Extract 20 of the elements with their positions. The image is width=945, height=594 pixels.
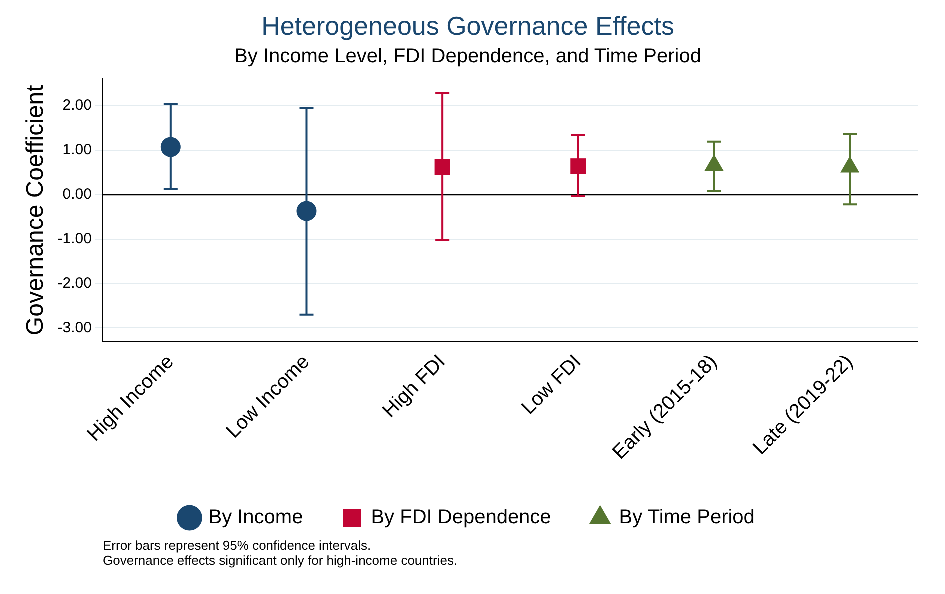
point	[296, 201, 317, 222]
chart-subtitle: By Income Level, FDI Dependence, and Time Period	[234, 46, 702, 68]
legend-label: By Time Period	[619, 506, 755, 529]
point	[434, 159, 450, 176]
legend-label: By FDI Dependence	[371, 506, 552, 529]
point	[570, 158, 586, 174]
y-tick-label: 2.00	[62, 97, 92, 114]
point	[160, 137, 181, 158]
y-tick-label: 1.00	[62, 141, 92, 158]
text: Error bars represent 95% confidence intervals.	[103, 538, 372, 553]
y-axis-title: Governance Coefficient	[22, 84, 50, 336]
legend-label: By Income	[208, 506, 304, 529]
x-tick-label: Low FDI	[518, 350, 586, 420]
x-tick-label: High FDI	[378, 350, 450, 422]
y-tick-label: -2.00	[58, 274, 92, 292]
chart-title: Heterogeneous Governance Effects	[262, 10, 674, 41]
y-tick-label: -3.00	[58, 319, 92, 336]
y-tick-label: 0.00	[62, 186, 92, 203]
y-tick-label: -1.00	[58, 230, 92, 248]
text: Governance effects significant only for high-income countries.	[103, 553, 459, 568]
